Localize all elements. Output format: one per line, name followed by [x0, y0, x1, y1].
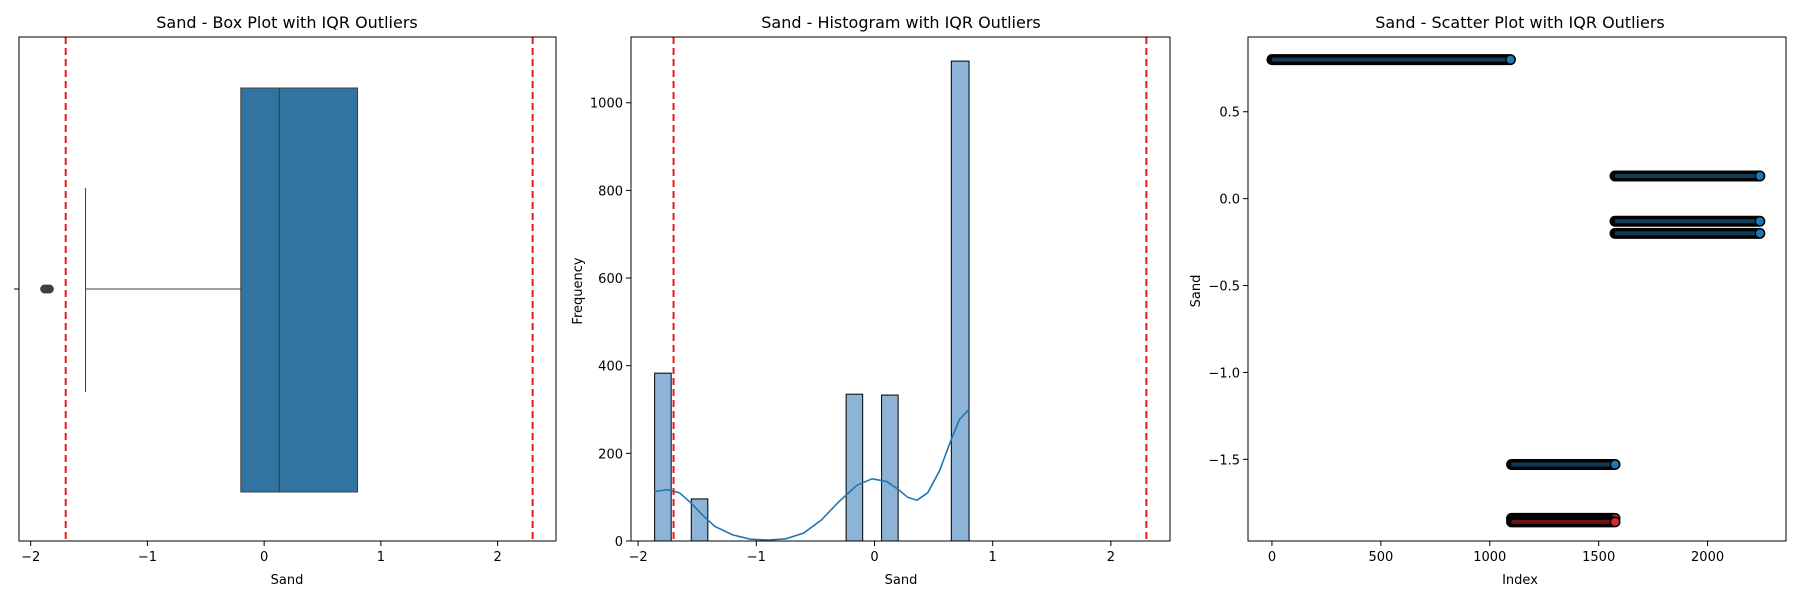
scatter-point: [1754, 228, 1765, 239]
box-iqr: [240, 87, 359, 493]
box-plot-panel: Sand - Box Plot with IQR Outliers Sand −…: [14, 13, 557, 588]
scatter-point: [1609, 459, 1621, 470]
histogram-x-tick-label: 2: [1107, 550, 1115, 565]
histogram-y-tick-label: 800: [598, 184, 623, 199]
scatter-y-tick-label: −1.5: [1208, 453, 1240, 468]
scatter-x-tick-label: 2000: [1691, 550, 1724, 565]
histogram-title: Sand - Histogram with IQR Outliers: [761, 13, 1041, 32]
box-x-tick-label: 0: [260, 550, 268, 565]
histogram-x-tick-label: 0: [870, 550, 878, 565]
histogram-y-tick-label: 600: [598, 272, 623, 287]
scatter-title: Sand - Scatter Plot with IQR Outliers: [1375, 13, 1664, 32]
histogram-bar: [845, 393, 864, 542]
histogram-x-tick-label: 1: [989, 550, 997, 565]
scatter-point: [1505, 54, 1516, 65]
box-plot-marks: −2 −1 0 1 2: [14, 37, 534, 565]
scatter-point: [1754, 216, 1765, 227]
histogram-x-tick-label: −2: [629, 550, 648, 565]
box-x-tick-label: −2: [21, 550, 40, 565]
box-x-tick-label: 1: [377, 550, 385, 565]
scatter-panel: Sand - Scatter Plot with IQR Outliers In…: [1189, 13, 1787, 588]
histogram-x-label: Sand: [885, 573, 918, 588]
histogram-x-tick-label: −1: [747, 550, 766, 565]
box-x-tick-label: 2: [493, 550, 501, 565]
histogram-marks: −2 −1 0 1 2 0 200 400 600 800 1000: [590, 37, 1148, 565]
histogram-bar: [950, 60, 970, 542]
histogram-y-label: Frequency: [571, 257, 586, 324]
histogram-panel: Sand - Histogram with IQR Outliers Sand …: [571, 13, 1171, 588]
scatter-x-label: Index: [1502, 573, 1538, 588]
scatter-point: [1754, 170, 1765, 182]
scatter-y-tick-label: 0.5: [1219, 106, 1240, 121]
scatter-x-tick-label: 1000: [1473, 550, 1506, 565]
histogram-bar: [881, 394, 899, 542]
box-plot-x-label: Sand: [271, 573, 304, 588]
box-plot-title: Sand - Box Plot with IQR Outliers: [156, 13, 417, 32]
histogram-bar: [654, 372, 672, 542]
histogram-y-tick-label: 1000: [590, 97, 623, 112]
scatter-y-tick-label: −0.5: [1208, 280, 1240, 295]
scatter-x-tick-label: 0: [1268, 550, 1276, 565]
scatter-point: [1609, 516, 1621, 527]
histogram-y-tick-label: 0: [615, 535, 623, 550]
scatter-y-label: Sand: [1189, 275, 1204, 308]
scatter-y-tick-label: −1.0: [1208, 366, 1240, 381]
scatter-frame: [1247, 36, 1787, 542]
histogram-y-tick-label: 200: [598, 447, 623, 462]
box-outlier: [40, 284, 50, 294]
scatter-x-tick-label: 500: [1368, 550, 1393, 565]
histogram-frame: [630, 36, 1171, 542]
box-plot-frame: [18, 36, 557, 542]
scatter-y-tick-label: 0.0: [1219, 193, 1240, 208]
scatter-marks: 0 500 1000 1500 2000 0.5 0.0 −0.5 −1.0 −1.5: [1208, 54, 1766, 565]
scatter-x-tick-label: 1500: [1582, 550, 1615, 565]
box-x-tick-label: −1: [138, 550, 157, 565]
histogram-y-tick-label: 400: [598, 360, 623, 375]
histogram-kde-line: [654, 408, 970, 541]
